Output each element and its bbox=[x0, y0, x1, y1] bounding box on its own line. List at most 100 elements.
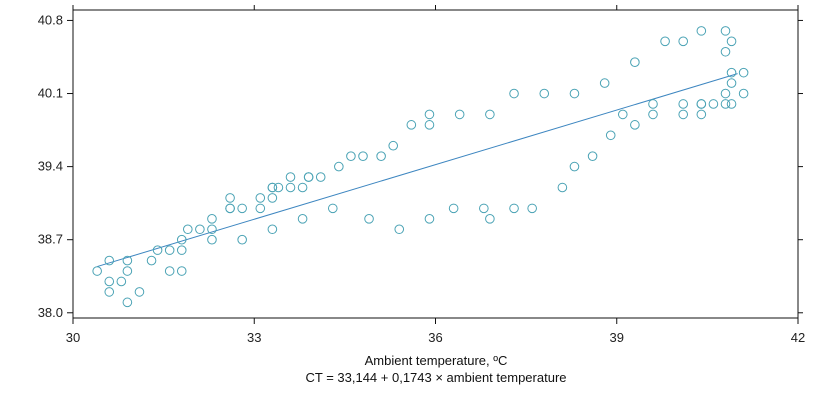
data-point bbox=[388, 140, 399, 151]
data-point bbox=[696, 109, 707, 120]
data-point bbox=[527, 203, 537, 214]
x-axis: 30 33 36 39 42 bbox=[66, 5, 805, 345]
x-tick-label: 36 bbox=[428, 330, 442, 345]
data-point bbox=[605, 130, 616, 141]
data-point bbox=[648, 99, 658, 109]
data-point bbox=[726, 67, 737, 78]
data-point bbox=[104, 255, 115, 266]
data-point bbox=[267, 182, 278, 193]
data-point bbox=[720, 26, 731, 36]
x-tick-label: 42 bbox=[791, 330, 805, 345]
data-point bbox=[207, 234, 217, 245]
data-point bbox=[267, 193, 278, 203]
data-point bbox=[122, 266, 133, 276]
data-point bbox=[630, 120, 640, 130]
data-point bbox=[738, 88, 749, 99]
data-point bbox=[376, 151, 386, 161]
data-point bbox=[164, 245, 175, 255]
data-point bbox=[146, 255, 157, 266]
data-point bbox=[539, 88, 550, 99]
data-point bbox=[237, 203, 247, 214]
y-tick-label: 40.8 bbox=[38, 12, 63, 27]
data-point bbox=[424, 214, 435, 224]
x-tick-label: 39 bbox=[610, 330, 624, 345]
regression-line bbox=[97, 73, 738, 268]
data-point bbox=[176, 245, 187, 255]
y-axis: 38.0 38.7 39.4 40.1 40.8 bbox=[38, 12, 803, 320]
regression-equation: CT = 33,144 + 0,1743 × ambient temperatu… bbox=[305, 370, 566, 385]
data-point bbox=[237, 234, 247, 245]
data-point bbox=[358, 151, 368, 161]
data-point bbox=[315, 172, 326, 182]
data-point bbox=[255, 203, 266, 214]
data-point bbox=[424, 120, 435, 130]
data-point bbox=[297, 214, 308, 224]
data-point bbox=[678, 36, 689, 47]
data-point bbox=[406, 120, 417, 130]
data-point bbox=[195, 224, 205, 235]
data-point bbox=[122, 297, 133, 308]
data-point bbox=[327, 203, 338, 214]
data-point bbox=[569, 88, 580, 99]
data-points bbox=[92, 26, 749, 308]
data-point bbox=[479, 203, 489, 214]
data-point bbox=[164, 266, 175, 276]
data-point bbox=[225, 193, 235, 203]
data-point bbox=[92, 266, 102, 276]
data-point bbox=[738, 67, 749, 78]
data-point bbox=[726, 78, 737, 88]
data-point bbox=[267, 224, 278, 235]
data-point bbox=[660, 36, 670, 47]
data-point bbox=[116, 276, 127, 287]
y-tick-label: 38.7 bbox=[38, 232, 63, 247]
data-point bbox=[720, 46, 731, 57]
data-point bbox=[134, 287, 145, 297]
data-point bbox=[485, 109, 495, 120]
data-point bbox=[617, 109, 628, 120]
data-point bbox=[364, 214, 374, 224]
data-point bbox=[678, 99, 689, 109]
data-point bbox=[225, 203, 235, 214]
data-point bbox=[587, 151, 598, 161]
data-point bbox=[678, 109, 689, 120]
y-tick-label: 40.1 bbox=[38, 86, 63, 101]
data-point bbox=[648, 109, 658, 120]
data-point bbox=[720, 99, 731, 109]
y-tick-label: 38.0 bbox=[38, 305, 63, 320]
data-point bbox=[273, 182, 284, 193]
data-point bbox=[394, 224, 405, 235]
data-point bbox=[176, 234, 187, 245]
data-point bbox=[696, 26, 707, 36]
data-point bbox=[424, 109, 435, 120]
data-point bbox=[448, 203, 459, 214]
data-point bbox=[303, 172, 314, 182]
plot-frame bbox=[72, 9, 799, 319]
data-point bbox=[569, 161, 580, 172]
data-point bbox=[176, 266, 187, 276]
data-point bbox=[122, 255, 133, 266]
data-point bbox=[334, 161, 344, 172]
data-point bbox=[696, 99, 707, 109]
data-point bbox=[297, 182, 308, 193]
data-point bbox=[454, 109, 465, 120]
data-point bbox=[104, 276, 115, 287]
data-point bbox=[708, 99, 719, 109]
data-point bbox=[720, 88, 731, 99]
data-point bbox=[255, 193, 266, 203]
data-point bbox=[630, 57, 640, 68]
data-point bbox=[285, 172, 296, 182]
data-point bbox=[509, 88, 519, 99]
data-point bbox=[726, 36, 737, 47]
data-point bbox=[599, 78, 610, 88]
data-point bbox=[485, 214, 495, 224]
data-point bbox=[104, 287, 115, 297]
data-point bbox=[346, 151, 356, 161]
data-point bbox=[285, 182, 296, 193]
data-point bbox=[152, 245, 163, 255]
data-point bbox=[182, 224, 193, 235]
data-point bbox=[509, 203, 519, 214]
y-tick-label: 39.4 bbox=[38, 159, 63, 174]
x-axis-title: Ambient temperature, ºC bbox=[365, 353, 508, 368]
data-point bbox=[557, 182, 568, 193]
